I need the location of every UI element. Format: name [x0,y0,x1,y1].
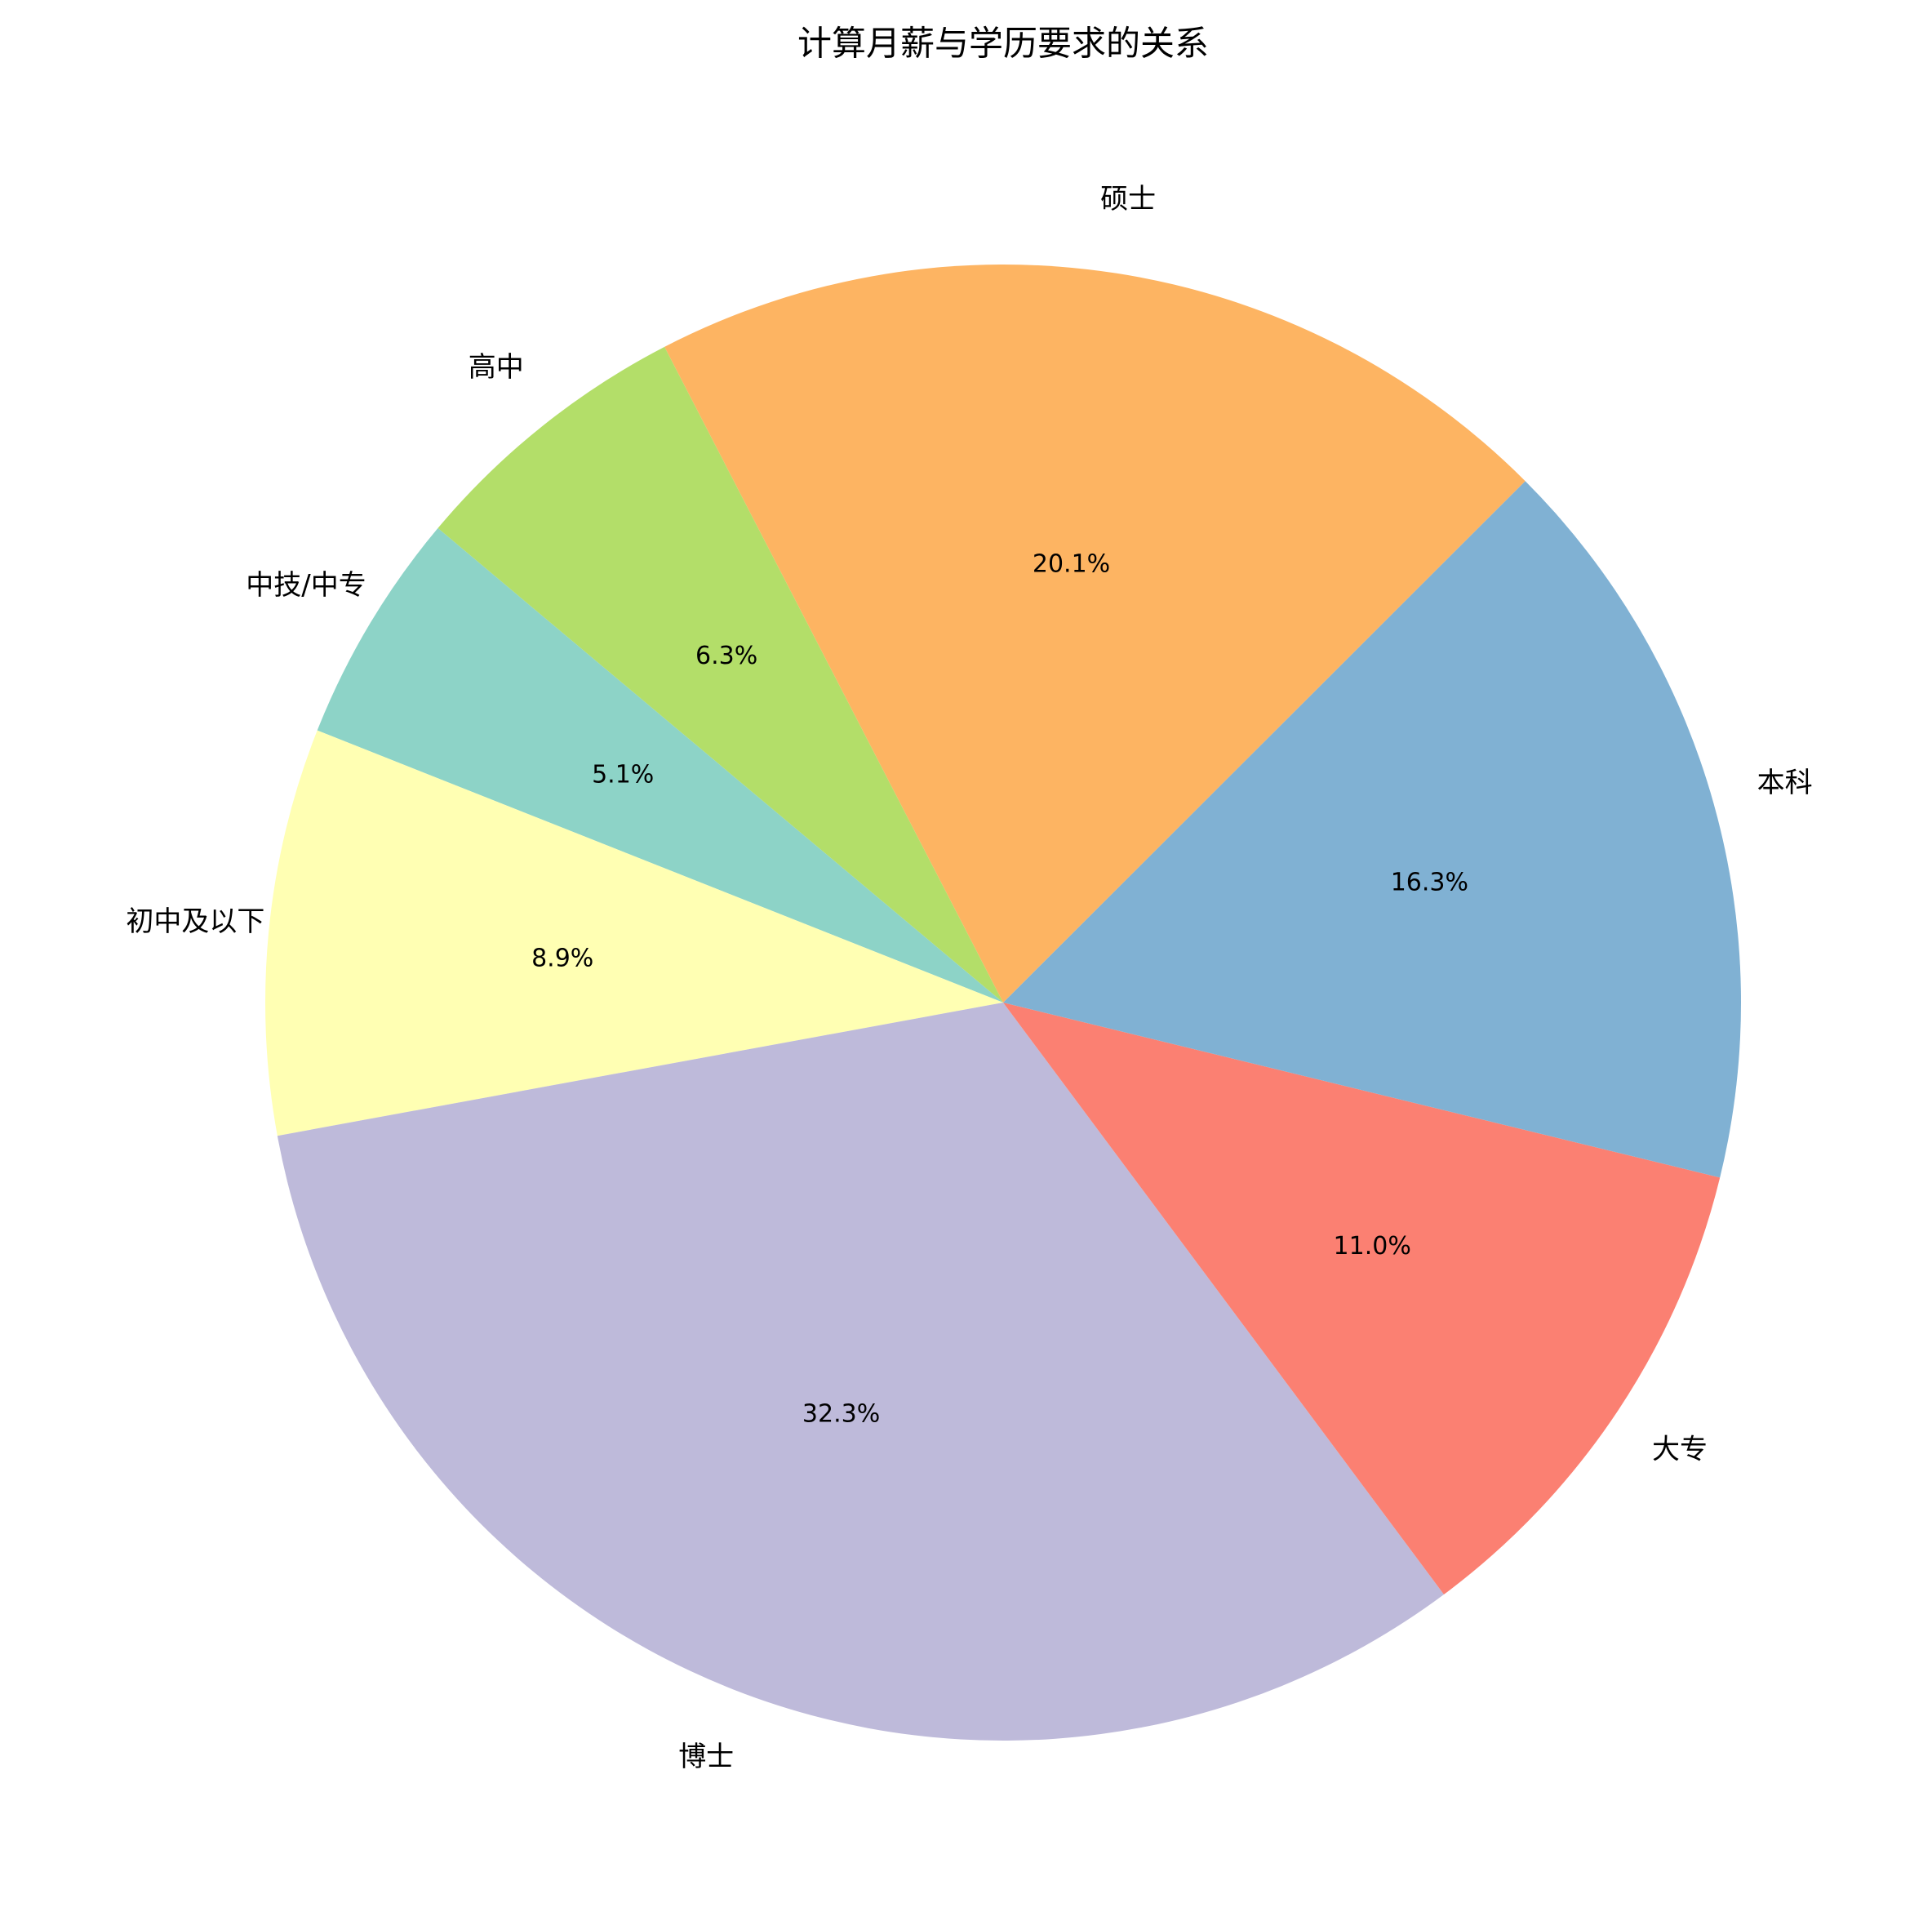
slice-label: 大专 [1652,1434,1708,1466]
pie-slice [437,346,1003,1003]
value-label: 32.3% [802,1399,880,1428]
pie-slice [1003,481,1741,1178]
pie-slice [1003,1003,1721,1594]
value-label: 5.1% [592,761,654,789]
pie-slice [277,1003,1445,1741]
slice-label: 博士 [678,1741,734,1773]
slice-label: 本科 [1757,767,1813,799]
value-label: 20.1% [1033,550,1110,579]
slice-label: 高中 [469,351,524,384]
chart-title: 计算月薪与学历要求的关系 [797,24,1209,64]
value-label: 8.9% [531,944,593,972]
pie-slice [317,527,1003,1003]
slice-label: 初中及以下 [126,905,264,938]
slice-label: 硕士 [1100,183,1156,216]
pie-slice [664,265,1526,1003]
slice-label: 中技/中专 [246,569,366,602]
value-label: 6.3% [695,642,757,670]
value-label: 16.3% [1391,868,1468,896]
value-label: 11.0% [1334,1232,1411,1261]
pie-slice [265,730,1003,1136]
